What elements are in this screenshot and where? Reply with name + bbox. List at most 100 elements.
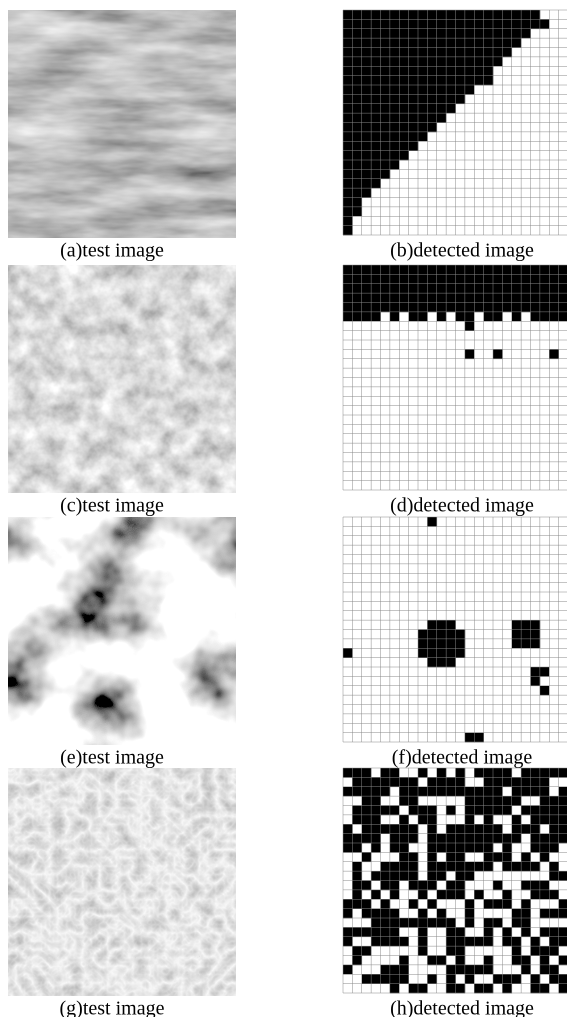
detected-cell: [456, 824, 466, 834]
detected-cell: [343, 312, 353, 322]
detected-cell: [371, 909, 381, 919]
detected-cell: [512, 293, 522, 303]
detected-cell: [381, 169, 391, 179]
detected-cell: [343, 169, 353, 179]
detected-cell: [362, 19, 372, 29]
detected-cell: [418, 94, 428, 104]
detected-cell: [371, 123, 381, 133]
detected-cell: [540, 956, 550, 966]
detected-cell: [427, 658, 437, 668]
detected-cell: [502, 265, 512, 275]
detected-cell: [531, 834, 541, 844]
detected-cell: [474, 303, 484, 313]
test-caption: (c)test image: [60, 495, 164, 517]
detected-cell: [521, 777, 531, 787]
detected-cell: [343, 10, 353, 20]
detected-cell: [390, 890, 400, 900]
detected-cell: [484, 984, 494, 994]
detected-cell: [409, 899, 419, 909]
detected-cell: [343, 899, 353, 909]
detected-cell: [427, 777, 437, 787]
detected-cell: [484, 10, 494, 20]
detected-cell: [502, 48, 512, 58]
detected-cell: [390, 10, 400, 20]
detected-cell: [409, 76, 419, 86]
detected-cell: [399, 834, 409, 844]
detected-cell: [474, 796, 484, 806]
detected-cell: [484, 796, 494, 806]
detected-cell: [540, 881, 550, 891]
detected-cell: [399, 104, 409, 114]
detected-cell: [427, 284, 437, 294]
detected-cell: [446, 630, 456, 640]
detected-cell: [418, 274, 428, 284]
detected-cell: [427, 834, 437, 844]
detected-cell: [427, 862, 437, 872]
detected-cell: [456, 29, 466, 39]
detected-cell: [371, 974, 381, 984]
detected-cell: [437, 843, 447, 853]
detected-cell: [465, 66, 475, 76]
test-image: [8, 10, 236, 238]
detected-cell: [352, 94, 362, 104]
detected-cell: [559, 303, 567, 313]
detected-cell: [531, 312, 541, 322]
detected-cell: [484, 76, 494, 86]
detected-cell: [493, 303, 503, 313]
detected-cell: [362, 29, 372, 39]
detected-cell: [446, 639, 456, 649]
detected-cell: [381, 141, 391, 151]
detected-cell: [352, 274, 362, 284]
detected-cell: [343, 198, 353, 208]
detected-cell: [465, 312, 475, 322]
detected-cell: [399, 918, 409, 928]
detected-cell: [390, 871, 400, 881]
detected-cell: [343, 787, 353, 797]
detected-cell: [381, 38, 391, 48]
test-image: [8, 768, 236, 996]
detected-cell: [427, 806, 437, 816]
detected-cell: [549, 312, 559, 322]
detected-cell: [521, 927, 531, 937]
detected-cell: [343, 768, 353, 778]
detected-cell: [437, 29, 447, 39]
detected-cell: [362, 284, 372, 294]
detected-cell: [512, 909, 522, 919]
detected-cell: [409, 66, 419, 76]
detected-cell: [352, 151, 362, 161]
detected-cell: [549, 927, 559, 937]
detected-cell: [362, 312, 372, 322]
detected-cell: [437, 274, 447, 284]
detected-cell: [502, 10, 512, 20]
detected-cell: [446, 66, 456, 76]
detected-cell: [427, 871, 437, 881]
detected-cell: [502, 937, 512, 947]
detected-cell: [352, 890, 362, 900]
detected-cell: [437, 48, 447, 58]
detected-cell: [474, 787, 484, 797]
detected-cell: [446, 806, 456, 816]
detected-cell: [521, 824, 531, 834]
detected-cell: [381, 293, 391, 303]
detected-cell: [512, 620, 522, 630]
detected-cell: [418, 927, 428, 937]
detected-cell: [390, 806, 400, 816]
detected-cell: [343, 265, 353, 275]
detected-cell: [531, 19, 541, 29]
detected-cell: [399, 141, 409, 151]
detected-cell: [381, 787, 391, 797]
detected-cell: [362, 824, 372, 834]
detected-caption: (f)detected image: [392, 747, 533, 769]
detected-cell: [418, 38, 428, 48]
detected-cell: [352, 104, 362, 114]
detected-cell: [465, 796, 475, 806]
detected-cell: [381, 806, 391, 816]
detected-cell: [502, 852, 512, 862]
detected-cell: [399, 965, 409, 975]
detected-cell: [390, 113, 400, 123]
detected-cell: [390, 66, 400, 76]
detected-caption: (b)detected image: [390, 240, 534, 262]
detected-cell: [446, 843, 456, 853]
detected-cell: [409, 312, 419, 322]
detected-cell: [437, 956, 447, 966]
